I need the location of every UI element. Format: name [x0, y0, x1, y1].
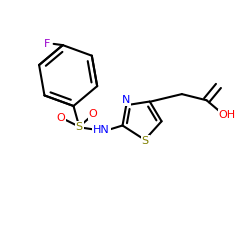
Text: OH: OH: [218, 110, 236, 120]
Text: O: O: [88, 109, 97, 119]
Text: N: N: [122, 95, 130, 105]
Text: HN: HN: [93, 126, 110, 136]
Text: S: S: [142, 136, 149, 146]
Text: O: O: [56, 113, 65, 123]
Text: S: S: [76, 122, 83, 132]
Text: F: F: [44, 39, 51, 49]
